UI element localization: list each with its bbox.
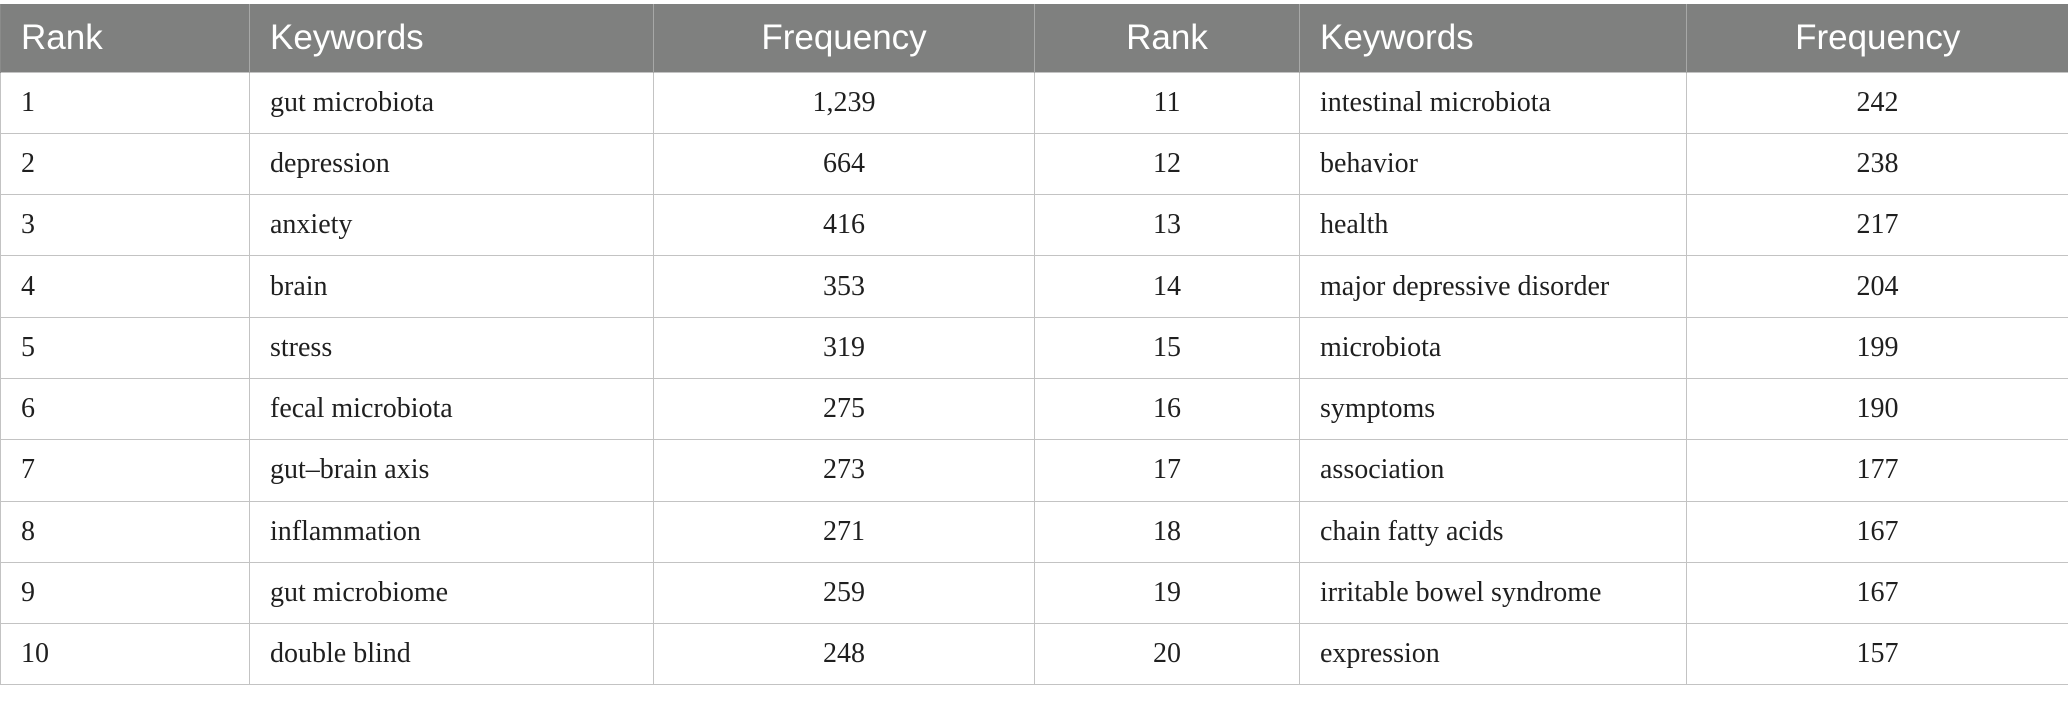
table-row: 1 gut microbiota 1,239 11 intestinal mic… xyxy=(0,71,2068,134)
frequency-left-cell: 271 xyxy=(653,500,1035,563)
keyword-right-cell: intestinal microbiota xyxy=(1299,71,1687,134)
rank-left-cell: 10 xyxy=(0,623,250,686)
frequency-right-cell: 177 xyxy=(1686,439,2068,502)
rank-right-cell: 11 xyxy=(1034,71,1300,134)
rank-right-cell: 16 xyxy=(1034,377,1300,441)
keywords-frequency-table: Rank Keywords Frequency Rank Keywords Fr… xyxy=(0,4,2068,686)
rank-right-cell: 13 xyxy=(1034,194,1300,257)
header-rank-left: Rank xyxy=(0,4,250,72)
rank-left-cell: 6 xyxy=(0,377,250,441)
rank-left-cell: 3 xyxy=(0,194,250,257)
rank-right-cell: 15 xyxy=(1034,316,1300,379)
table-row: 9 gut microbiome 259 19 irritable bowel … xyxy=(0,561,2068,625)
rank-right-cell: 19 xyxy=(1034,561,1300,625)
keyword-right-cell: chain fatty acids xyxy=(1299,500,1687,563)
header-rank-right: Rank xyxy=(1034,4,1300,72)
keyword-left-cell: gut–brain axis xyxy=(249,439,654,502)
header-frequency-right: Frequency xyxy=(1686,4,2068,72)
table-row: 5 stress 319 15 microbiota 199 xyxy=(0,316,2068,379)
table-row: 3 anxiety 416 13 health 217 xyxy=(0,194,2068,257)
keyword-left-cell: double blind xyxy=(249,623,654,686)
table-row: 4 brain 353 14 major depressive disorder… xyxy=(0,255,2068,318)
rank-left-cell: 7 xyxy=(0,439,250,502)
rank-left-cell: 4 xyxy=(0,255,250,318)
keyword-right-cell: expression xyxy=(1299,623,1687,686)
table-row: 2 depression 664 12 behavior 238 xyxy=(0,132,2068,196)
rank-right-cell: 18 xyxy=(1034,500,1300,563)
keyword-left-cell: inflammation xyxy=(249,500,654,563)
frequency-right-cell: 217 xyxy=(1686,194,2068,257)
frequency-left-cell: 248 xyxy=(653,623,1035,686)
keyword-right-cell: major depressive disorder xyxy=(1299,255,1687,318)
keyword-left-cell: depression xyxy=(249,132,654,196)
rank-left-cell: 1 xyxy=(0,71,250,134)
frequency-right-cell: 204 xyxy=(1686,255,2068,318)
rank-left-cell: 2 xyxy=(0,132,250,196)
keyword-right-cell: behavior xyxy=(1299,132,1687,196)
rank-left-cell: 5 xyxy=(0,316,250,379)
keyword-left-cell: brain xyxy=(249,255,654,318)
frequency-left-cell: 416 xyxy=(653,194,1035,257)
table-body: 1 gut microbiota 1,239 11 intestinal mic… xyxy=(0,71,2068,686)
frequency-left-cell: 319 xyxy=(653,316,1035,379)
frequency-right-cell: 238 xyxy=(1686,132,2068,196)
table-header: Rank Keywords Frequency Rank Keywords Fr… xyxy=(0,4,2068,72)
frequency-left-cell: 1,239 xyxy=(653,71,1035,134)
rank-right-cell: 17 xyxy=(1034,439,1300,502)
frequency-left-cell: 275 xyxy=(653,377,1035,441)
frequency-left-cell: 664 xyxy=(653,132,1035,196)
table-row: 7 gut–brain axis 273 17 association 177 xyxy=(0,439,2068,502)
frequency-left-cell: 273 xyxy=(653,439,1035,502)
rank-left-cell: 9 xyxy=(0,561,250,625)
keyword-right-cell: health xyxy=(1299,194,1687,257)
frequency-right-cell: 157 xyxy=(1686,623,2068,686)
frequency-left-cell: 259 xyxy=(653,561,1035,625)
keyword-right-cell: association xyxy=(1299,439,1687,502)
header-keywords-left: Keywords xyxy=(249,4,654,72)
keyword-right-cell: irritable bowel syndrome xyxy=(1299,561,1687,625)
keyword-right-cell: symptoms xyxy=(1299,377,1687,441)
header-frequency-left: Frequency xyxy=(653,4,1035,72)
frequency-right-cell: 190 xyxy=(1686,377,2068,441)
frequency-right-cell: 167 xyxy=(1686,500,2068,563)
keyword-right-cell: microbiota xyxy=(1299,316,1687,379)
keyword-left-cell: anxiety xyxy=(249,194,654,257)
frequency-left-cell: 353 xyxy=(653,255,1035,318)
table-row: 10 double blind 248 20 expression 157 xyxy=(0,623,2068,686)
frequency-right-cell: 242 xyxy=(1686,71,2068,134)
frequency-right-cell: 167 xyxy=(1686,561,2068,625)
header-keywords-right: Keywords xyxy=(1299,4,1687,72)
rank-right-cell: 14 xyxy=(1034,255,1300,318)
rank-right-cell: 20 xyxy=(1034,623,1300,686)
table-row: 8 inflammation 271 18 chain fatty acids … xyxy=(0,500,2068,563)
keyword-left-cell: gut microbiome xyxy=(249,561,654,625)
rank-right-cell: 12 xyxy=(1034,132,1300,196)
header-row: Rank Keywords Frequency Rank Keywords Fr… xyxy=(0,4,2068,72)
keyword-left-cell: stress xyxy=(249,316,654,379)
rank-left-cell: 8 xyxy=(0,500,250,563)
keyword-left-cell: fecal microbiota xyxy=(249,377,654,441)
table-row: 6 fecal microbiota 275 16 symptoms 190 xyxy=(0,377,2068,441)
frequency-right-cell: 199 xyxy=(1686,316,2068,379)
keyword-left-cell: gut microbiota xyxy=(249,71,654,134)
